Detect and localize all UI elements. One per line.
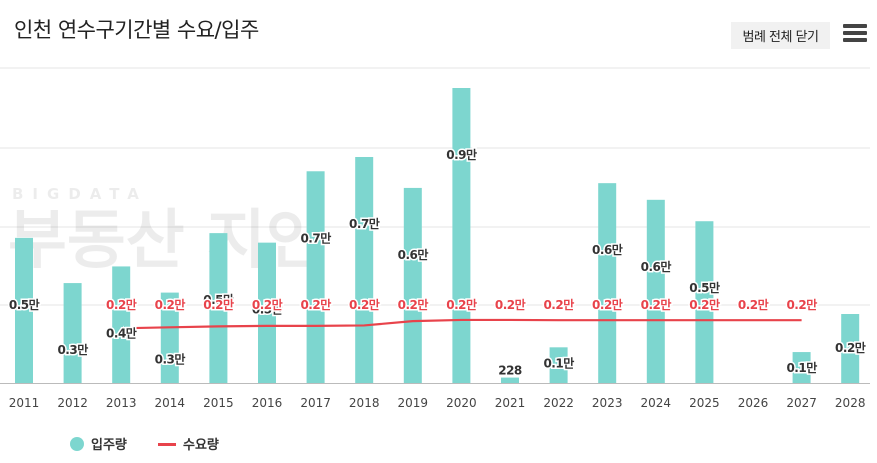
demand-value-label: 0.2만 [592, 297, 623, 312]
x-tick-label: 2022 [543, 396, 574, 410]
demand-value-label: 0.2만 [349, 297, 380, 312]
x-tick-label: 2025 [689, 396, 720, 410]
demand-value-label: 0.2만 [543, 297, 574, 312]
x-tick-label: 2027 [786, 396, 817, 410]
bar-value-label: 0.4만 [106, 325, 137, 340]
bar [403, 187, 422, 383]
legend-label-demand: 수요량 [183, 438, 219, 453]
bar-value-label: 0.5만 [689, 280, 720, 295]
x-tick-label: 2017 [300, 396, 331, 410]
hamburger-menu-icon[interactable] [843, 24, 867, 46]
bar-value-label: 0.6만 [592, 242, 623, 257]
bar-value-label: 0.6만 [641, 259, 672, 274]
legend-item-demand[interactable]: 수요량 [158, 434, 219, 453]
demand-value-label: 0.2만 [203, 297, 234, 312]
legend-item-move-in[interactable]: 입주량 [70, 434, 127, 453]
demand-line [121, 318, 802, 330]
bar [501, 377, 519, 383]
bar [112, 266, 131, 383]
x-tick-label: 2020 [446, 396, 477, 410]
bar-value-label: 0.3만 [57, 342, 88, 357]
demand-value-label: 0.2만 [446, 297, 477, 312]
x-tick-label: 2028 [835, 396, 866, 410]
bar-value-label: 0.5만 [203, 292, 234, 307]
x-tick-label: 2016 [252, 396, 283, 410]
bar [209, 233, 228, 383]
legend-toggle-button[interactable]: 범례 전체 닫기 [731, 22, 830, 49]
bar-value-label: 0.1만 [543, 355, 574, 370]
bar-value-label: 0.6만 [398, 247, 429, 262]
bar [15, 237, 33, 383]
bar-value-label: 0.5만 [252, 302, 283, 317]
bar [452, 88, 471, 383]
bar [598, 183, 617, 383]
bar-value-label: 228 [498, 364, 522, 378]
x-tick-label: 2014 [155, 396, 186, 410]
bar [160, 292, 179, 383]
bar-value-label: 0.7만 [349, 216, 380, 231]
demand-value-label: 0.2만 [641, 297, 672, 312]
x-tick-label: 2026 [738, 396, 769, 410]
x-tick-label: 2024 [641, 396, 672, 410]
legend-dot-icon [70, 437, 84, 451]
demand-value-label: 0.2만 [252, 297, 283, 312]
demand-value-label: 0.2만 [398, 297, 429, 312]
bar-value-label: 0.7만 [300, 230, 331, 245]
bar [646, 199, 665, 383]
x-tick-label: 2011 [9, 396, 40, 410]
bar [355, 156, 374, 383]
bar [695, 221, 714, 383]
demand-value-label: 0.2만 [155, 297, 186, 312]
x-tick-label: 2015 [203, 396, 234, 410]
bar [258, 242, 276, 383]
watermark-bigdata: BIGDATA [12, 185, 148, 203]
bar [549, 347, 568, 383]
x-tick-label: 2012 [57, 396, 88, 410]
x-tick-label: 2023 [592, 396, 623, 410]
chart-title: 인천 연수구기간별 수요/입주 [14, 18, 259, 42]
demand-value-label: 0.2만 [495, 297, 526, 312]
x-tick-label: 2018 [349, 396, 380, 410]
x-tick-label: 2013 [106, 396, 137, 410]
demand-value-label: 0.2만 [689, 297, 720, 312]
bar-value-label: 0.1만 [786, 360, 817, 375]
demand-value-label: 0.2만 [106, 297, 137, 312]
demand-value-label: 0.2만 [738, 297, 769, 312]
watermark-logo: 부동산 지인 [8, 204, 325, 278]
bar [306, 171, 325, 383]
x-tick-label: 2021 [495, 396, 526, 410]
bar [63, 283, 82, 383]
bar [841, 314, 860, 383]
bar-value-label: 0.5만 [9, 297, 40, 312]
legend-line-icon [158, 443, 176, 446]
demand-value-label: 0.2만 [300, 297, 331, 312]
bar [792, 352, 811, 383]
x-tick-label: 2019 [398, 396, 429, 410]
bar-value-label: 0.9만 [446, 147, 477, 162]
demand-value-label: 0.2만 [786, 297, 817, 312]
bar-value-label: 0.3만 [155, 352, 186, 367]
bar-value-label: 0.2만 [835, 340, 866, 355]
legend-label-move-in: 입주량 [91, 438, 127, 453]
